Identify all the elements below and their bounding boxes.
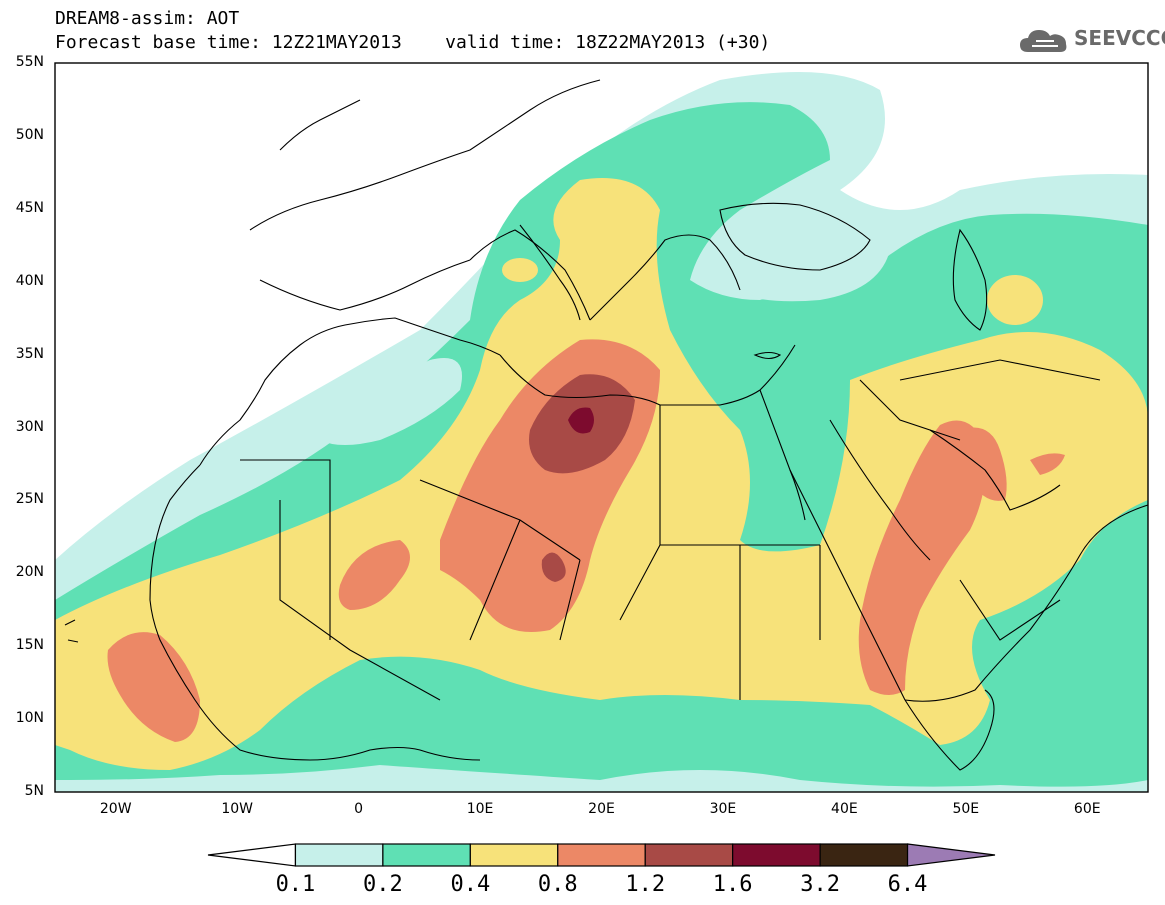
lon-tick-label: 40E [831, 801, 858, 817]
aot-field [55, 63, 1148, 792]
colorbar-tick-label: 1.2 [625, 872, 666, 897]
lat-tick-label: 10N [15, 710, 44, 727]
colorbar-tick-label: 0.1 [275, 872, 316, 897]
lon-tick-label: 20E [588, 801, 615, 817]
aot-band-1.2 [541, 552, 566, 582]
aot-band-0.4 [987, 275, 1043, 325]
plot-frame [54, 62, 1149, 793]
lon-tick-label: 20W [99, 801, 132, 817]
lon-tick-label: 0 [354, 801, 364, 817]
lat-tick-label: 35N [15, 345, 44, 362]
aot-band-0.1 [320, 358, 462, 445]
map-title: DREAM8-assim: AOT [55, 8, 240, 29]
lon-tick-label: 30E [709, 801, 737, 817]
aot-band-0.1 [720, 205, 890, 302]
colorbar-tick-label: 1.6 [712, 872, 753, 897]
lat-tick-label: 40N [15, 272, 44, 289]
lat-tick-label: 45N [15, 199, 44, 216]
forecast-times: Forecast base time: 12Z21MAY2013 valid t… [55, 32, 771, 53]
seevccc-logo: SEEVCCC [1018, 20, 1165, 60]
colorbar-tick-label: 0.2 [363, 872, 403, 897]
lat-tick-label: 15N [15, 637, 44, 654]
aot-band-1.6 [568, 407, 594, 434]
lat-tick-label: 20N [15, 564, 44, 581]
aot-band-0.8 [960, 427, 1007, 501]
colorbar-tick-label: 6.4 [887, 872, 928, 897]
lon-tick-label: 50E [952, 801, 980, 817]
lat-tick-label: 5N [24, 783, 44, 799]
lat-tick-label: 50N [15, 126, 44, 143]
aot-band-0.8 [858, 420, 986, 695]
lat-tick-label: 30N [15, 418, 44, 435]
aot-band-0.8 [107, 632, 200, 742]
lat-tick-label: 25N [15, 491, 44, 508]
lon-tick-label: 10E [466, 801, 494, 817]
logo-text: SEEVCCC [1074, 26, 1165, 50]
lon-tick-label: 60E [1073, 801, 1101, 817]
colorbar-tick-label: 0.4 [450, 872, 491, 897]
lon-tick-label: 10W [221, 801, 253, 817]
aot-band-0.8 [1030, 453, 1065, 475]
lat-tick-label: 55N [15, 54, 44, 70]
aot-band-0.8 [338, 540, 410, 610]
colorbar-tick-label: 0.8 [537, 872, 578, 897]
aot-band-0.4 [502, 258, 538, 282]
colorbar-tick-label: 3.2 [800, 872, 840, 897]
cloud-icon [1020, 30, 1067, 52]
coastlines [64, 79, 1148, 771]
